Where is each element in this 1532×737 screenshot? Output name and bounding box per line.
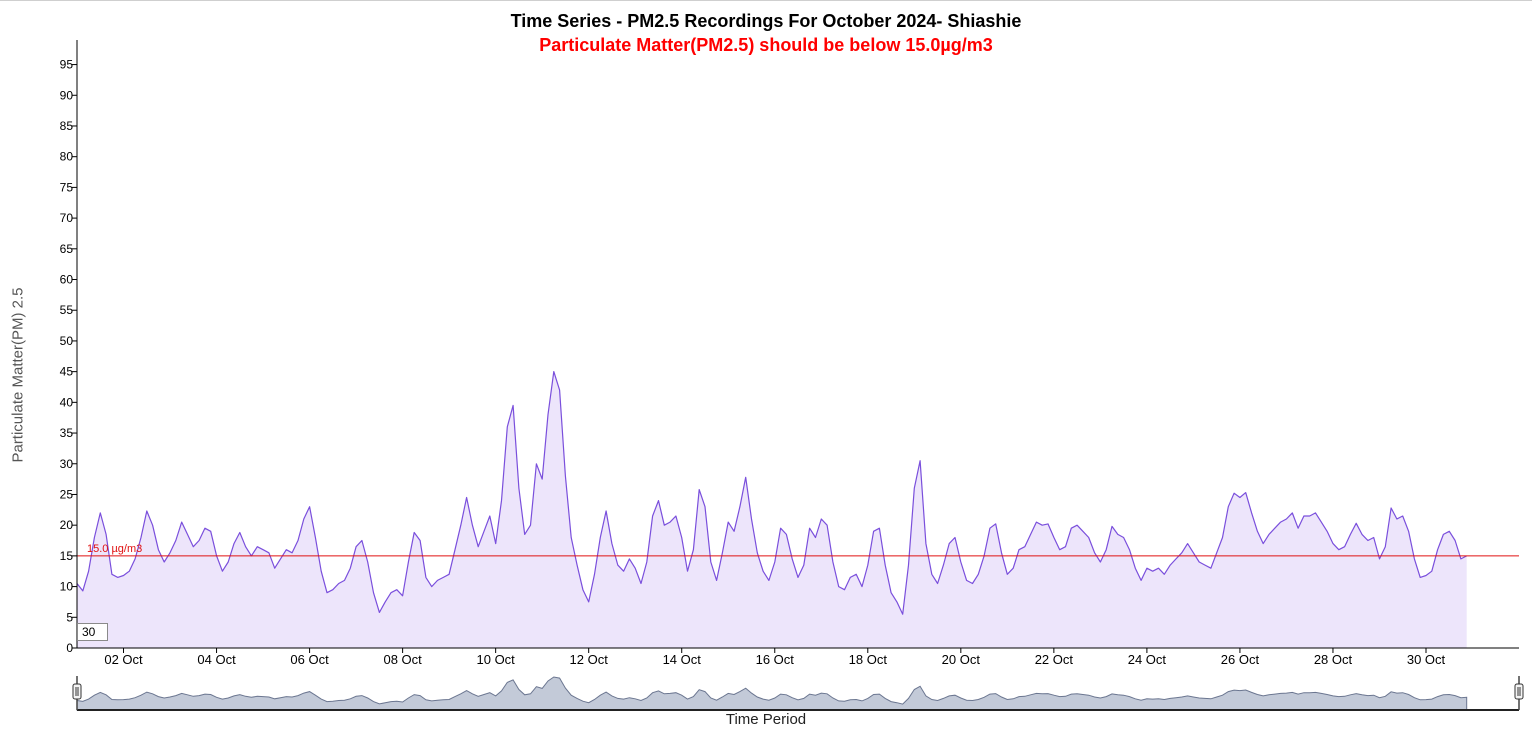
handle-grip bbox=[1514, 683, 1524, 700]
y-tick-label: 40 bbox=[60, 395, 74, 409]
y-tick-label: 65 bbox=[60, 242, 74, 256]
y-tick-label: 80 bbox=[60, 150, 74, 164]
y-tick-label: 55 bbox=[60, 303, 74, 317]
series-line bbox=[76, 371, 1467, 615]
x-tick-label: 26 Oct bbox=[1221, 652, 1260, 667]
threshold-label: 15.0 µg/m3 bbox=[87, 543, 142, 555]
x-tick-label: 30 Oct bbox=[1407, 652, 1446, 667]
axes: 0 5 10 15 20 25 30 35 40 45 50 55 60 65 70 75 80 85 90 95 02… bbox=[60, 40, 1519, 667]
x-tick-label: 24 Oct bbox=[1128, 652, 1167, 667]
y-tick-label: 35 bbox=[60, 426, 74, 440]
y-tick-label: 30 bbox=[60, 457, 74, 471]
x-tick-label: 18 Oct bbox=[849, 652, 888, 667]
x-tick-label: 28 Oct bbox=[1314, 652, 1353, 667]
x-tick-label: 20 Oct bbox=[942, 652, 981, 667]
y-tick-label: 20 bbox=[60, 518, 74, 532]
x-tick-label: 08 Oct bbox=[383, 652, 422, 667]
chart-subtitle: Particulate Matter(PM2.5) should be belo… bbox=[539, 35, 993, 55]
plot-area: 15.0 µg/m3 bbox=[76, 371, 1519, 648]
handle-grip bbox=[72, 683, 82, 700]
series-area bbox=[77, 371, 1467, 648]
y-tick-label: 75 bbox=[60, 180, 74, 194]
y-tick-label: 70 bbox=[60, 211, 74, 225]
x-tick-label: 16 Oct bbox=[756, 652, 795, 667]
y-tick-label: 10 bbox=[60, 580, 74, 594]
x-tick-label: 14 Oct bbox=[663, 652, 702, 667]
y-tick-label: 25 bbox=[60, 487, 74, 501]
x-tick-label: 06 Oct bbox=[290, 652, 329, 667]
rolling-period-input[interactable] bbox=[77, 623, 108, 641]
y-tick-label: 90 bbox=[60, 88, 74, 102]
left-handle-icon[interactable] bbox=[72, 683, 82, 700]
y-tick-label: 50 bbox=[60, 334, 74, 348]
x-tick-label: 02 Oct bbox=[104, 652, 143, 667]
right-handle-icon[interactable] bbox=[1514, 683, 1524, 700]
y-tick-label: 85 bbox=[60, 119, 74, 133]
x-axis-label: Time Period bbox=[725, 711, 807, 728]
y-tick-label: 95 bbox=[60, 58, 74, 72]
y-tick-label: 60 bbox=[60, 273, 74, 287]
x-tick-label: 22 Oct bbox=[1035, 652, 1074, 667]
x-tick-label: 12 Oct bbox=[570, 652, 609, 667]
range-navigator[interactable] bbox=[72, 676, 1524, 711]
y-tick-label: 15 bbox=[60, 549, 74, 563]
y-tick-label: 5 bbox=[66, 610, 73, 624]
top-divider bbox=[0, 0, 1532, 1]
navigator-overview bbox=[76, 676, 1468, 711]
y-tick-label: 0 bbox=[66, 641, 73, 655]
x-tick-label: 04 Oct bbox=[197, 652, 236, 667]
chart-title: Time Series - PM2.5 Recordings For Octob… bbox=[510, 11, 1022, 31]
x-tick-label: 10 Oct bbox=[477, 652, 516, 667]
y-tick-label: 45 bbox=[60, 365, 74, 379]
